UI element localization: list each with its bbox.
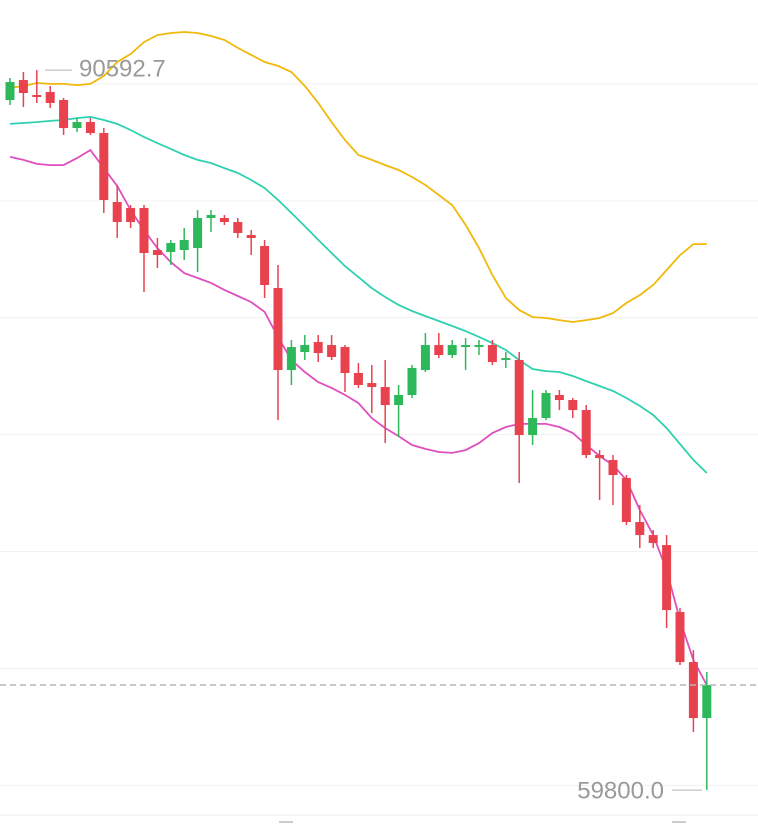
candle-body: [474, 345, 484, 348]
candle-body: [554, 395, 564, 401]
candle-body: [394, 395, 404, 406]
candle-body: [487, 345, 497, 363]
candle-body: [380, 387, 390, 406]
candle-body: [675, 612, 685, 663]
candle-body: [286, 347, 296, 371]
candle-body: [581, 410, 591, 456]
candle-body: [193, 218, 203, 249]
candle-body: [152, 250, 162, 256]
candle-body: [514, 360, 524, 436]
candle-body: [166, 243, 176, 253]
candle-body: [139, 208, 149, 254]
candle-body: [99, 132, 109, 201]
candle-body: [635, 522, 645, 536]
candle-body: [219, 218, 229, 223]
annotation-label: 90592.7: [79, 55, 166, 82]
band-line: [9, 148, 708, 686]
candle-body: [300, 345, 310, 353]
candle-body: [126, 208, 136, 223]
candle-body: [72, 122, 82, 129]
candle-body: [327, 345, 337, 358]
candle-body: [45, 92, 55, 103]
candle-body: [608, 460, 618, 476]
candle-body: [340, 347, 350, 374]
candle-body: [32, 95, 42, 98]
candle-body: [407, 368, 417, 396]
candle-body: [595, 455, 605, 459]
band-line: [9, 31, 707, 323]
candle-body: [528, 418, 538, 436]
candle-body: [206, 215, 216, 219]
candle-body: [621, 478, 631, 523]
candle-body: [420, 345, 430, 371]
candle-body: [18, 80, 28, 94]
candle-body: [85, 122, 95, 133]
candle-body: [59, 100, 69, 129]
candle-body: [367, 383, 377, 388]
band-line: [9, 115, 708, 474]
candle-body: [112, 202, 122, 223]
candle-body: [5, 82, 15, 101]
candle-body: [434, 345, 444, 356]
candle-body: [233, 222, 243, 234]
candle-body: [179, 240, 189, 251]
candle-body: [501, 358, 511, 361]
candle-body: [648, 535, 658, 544]
candle-body: [353, 373, 363, 386]
candle-body: [447, 345, 457, 356]
candle-body: [662, 545, 672, 611]
candle-body: [246, 235, 256, 239]
candle-body: [461, 345, 471, 348]
candle-body: [541, 393, 551, 419]
annotation-label: 59800.0: [577, 777, 664, 804]
candle-body: [313, 342, 323, 354]
candle-body: [702, 685, 712, 719]
candle-body: [568, 400, 578, 411]
candle-body: [273, 288, 283, 371]
candle-body: [688, 662, 698, 719]
candle-body: [260, 246, 270, 286]
